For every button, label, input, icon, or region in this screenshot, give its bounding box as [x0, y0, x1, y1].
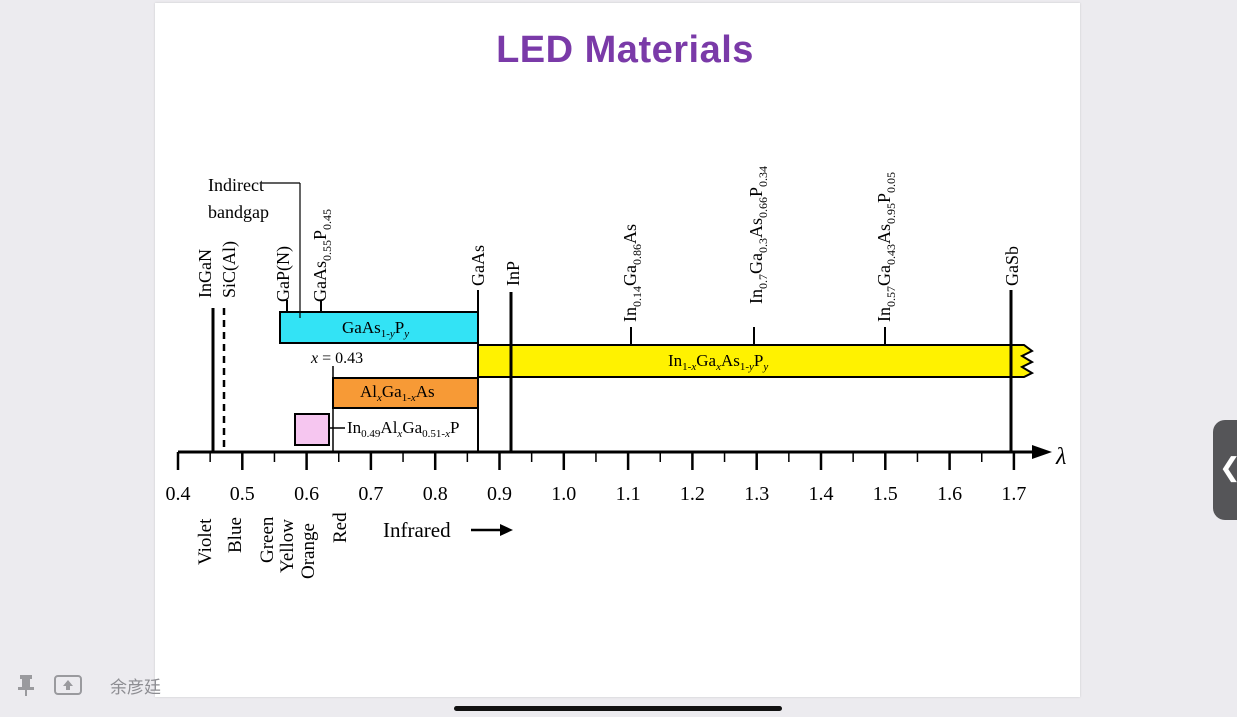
color-label-green: Green	[257, 516, 278, 563]
tick-label: 1.4	[809, 483, 834, 505]
label-gap: GaP(N)	[273, 246, 294, 302]
gaasp-box	[279, 311, 479, 344]
tick-label: 1.3	[744, 483, 769, 505]
gaasp-label: GaAs1-yPy	[342, 318, 409, 340]
label-ingaasp-005: In0.57Ga0.43As0.95P0.05	[874, 172, 898, 322]
tick-label: 0.7	[358, 483, 383, 505]
pin-icon[interactable]	[16, 673, 36, 697]
label-ingaas: In0.14Ga0.86As	[620, 224, 644, 322]
label-sic: SiC(Al)	[219, 241, 240, 298]
home-indicator[interactable]	[454, 706, 782, 711]
inalgap-box	[294, 413, 330, 446]
infrared-label: Infrared	[383, 518, 451, 542]
axis-arrow-icon	[1032, 445, 1052, 459]
tick-label: 1.6	[937, 483, 962, 505]
bandgap-label: bandgap	[208, 202, 269, 222]
algaas-box	[332, 377, 479, 409]
label-inp: InP	[503, 261, 523, 286]
tick-label: 1.1	[616, 483, 641, 505]
tick-label: 1.0	[551, 483, 576, 505]
tick-label: 1.7	[1001, 483, 1026, 505]
author-name: 余彦廷	[110, 678, 161, 698]
algaas-label: AlxGa1-xAs	[360, 382, 435, 404]
label-gaas: GaAs	[468, 245, 488, 286]
tick-label: 0.6	[294, 483, 319, 505]
label-ingan: InGaN	[195, 249, 215, 298]
chevron-left-icon: ❮	[1219, 450, 1237, 486]
label-gaasp045: GaAs0.55P0.45	[310, 209, 334, 302]
ingaasp-box-outline	[477, 344, 1035, 378]
bottom-toolbar: 余彦廷	[0, 665, 300, 705]
image-icon[interactable]	[54, 675, 82, 695]
lambda-symbol: λ	[1055, 444, 1066, 470]
label-gasb: GaSb	[1002, 246, 1022, 286]
tick-labels: 0.4 0.5 0.6 0.7 0.8 0.9 1.0 1.1 1.2 1.3 1.4 1.5 1.6 1…	[166, 483, 1027, 505]
side-panel-handle[interactable]: ❮	[1213, 420, 1237, 520]
indirect-label: Indirect	[208, 175, 264, 195]
color-label-red: Red	[330, 512, 351, 543]
axis-ticks	[176, 452, 1016, 470]
slide-title: LED Materials	[496, 29, 754, 71]
infrared-arrow-icon	[500, 524, 513, 536]
color-label-violet: Violet	[195, 518, 216, 565]
label-ingaasp-034: In0.7Ga0.3As0.66P0.34	[746, 166, 770, 304]
color-label-yellow: Yellow	[277, 519, 298, 573]
inalgap-label: In0.49AlxGa0.51-xP	[347, 418, 459, 440]
tick-label: 1.5	[873, 483, 898, 505]
tick-label: 0.4	[166, 483, 191, 505]
color-label-blue: Blue	[225, 517, 246, 553]
tick-label: 0.8	[423, 483, 448, 505]
x-value-label: x = 0.43	[310, 350, 363, 367]
tick-label: 0.9	[487, 483, 512, 505]
color-label-orange: Orange	[298, 523, 319, 579]
tick-label: 0.5	[230, 483, 255, 505]
tick-label: 1.2	[680, 483, 705, 505]
